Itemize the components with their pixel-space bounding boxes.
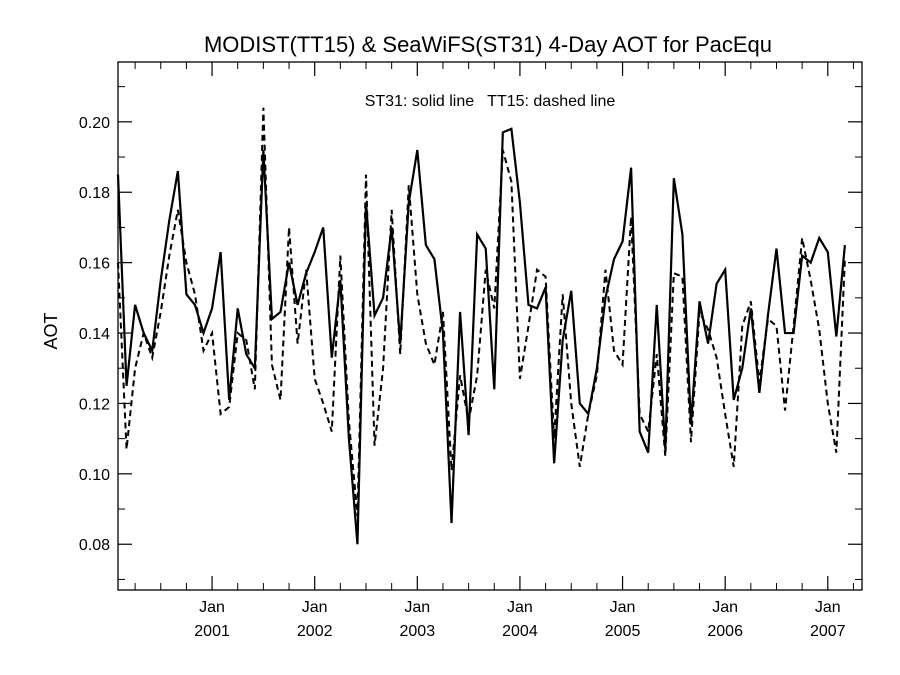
y-axis-ticks: 0.08 0.10 0.12 0.14 0.16 0.18 0.20 [79, 86, 862, 580]
x-tick-month-label: Jan [404, 599, 430, 616]
x-tick-year-label: 2002 [297, 623, 333, 640]
x-axis-ticks: Jan 2001 Jan 2002 Jan 2003 Jan 2004 Jan 2005 Jan 20… [134, 62, 854, 640]
y-tick-label: 0.14 [79, 326, 110, 343]
series-lines [116, 107, 846, 545]
x-tick-month-label: Jan [199, 599, 225, 616]
series-st31-solid-line [116, 127, 846, 545]
y-axis-label: AOT [41, 312, 61, 349]
x-tick-month-label: Jan [610, 599, 636, 616]
x-tick-month-label: Jan [302, 599, 328, 616]
plot-frame [117, 61, 863, 591]
x-tick-year-label: 2004 [502, 623, 538, 640]
series-annotation: ST31: solid line TT15: dashed line [365, 93, 616, 110]
series-tt15-dashed-line [117, 107, 846, 517]
y-tick-label: 0.12 [79, 396, 110, 413]
chart-title: MODIST(TT15) & SeaWiFS(ST31) 4-Day AOT f… [204, 32, 772, 57]
x-tick-year-label: 2001 [194, 623, 230, 640]
x-tick-year-label: 2006 [707, 623, 743, 640]
x-tick-month-label: Jan [507, 599, 533, 616]
x-tick-year-label: 2007 [810, 623, 846, 640]
x-tick-month-label: Jan [815, 599, 841, 616]
y-tick-label: 0.10 [79, 467, 110, 484]
y-tick-label: 0.20 [79, 115, 110, 132]
y-tick-label: 0.08 [79, 537, 110, 554]
y-tick-label: 0.16 [79, 256, 110, 273]
y-tick-label: 0.18 [79, 185, 110, 202]
x-tick-year-label: 2003 [400, 623, 436, 640]
x-tick-month-label: Jan [712, 599, 738, 616]
x-tick-year-label: 2005 [605, 623, 641, 640]
